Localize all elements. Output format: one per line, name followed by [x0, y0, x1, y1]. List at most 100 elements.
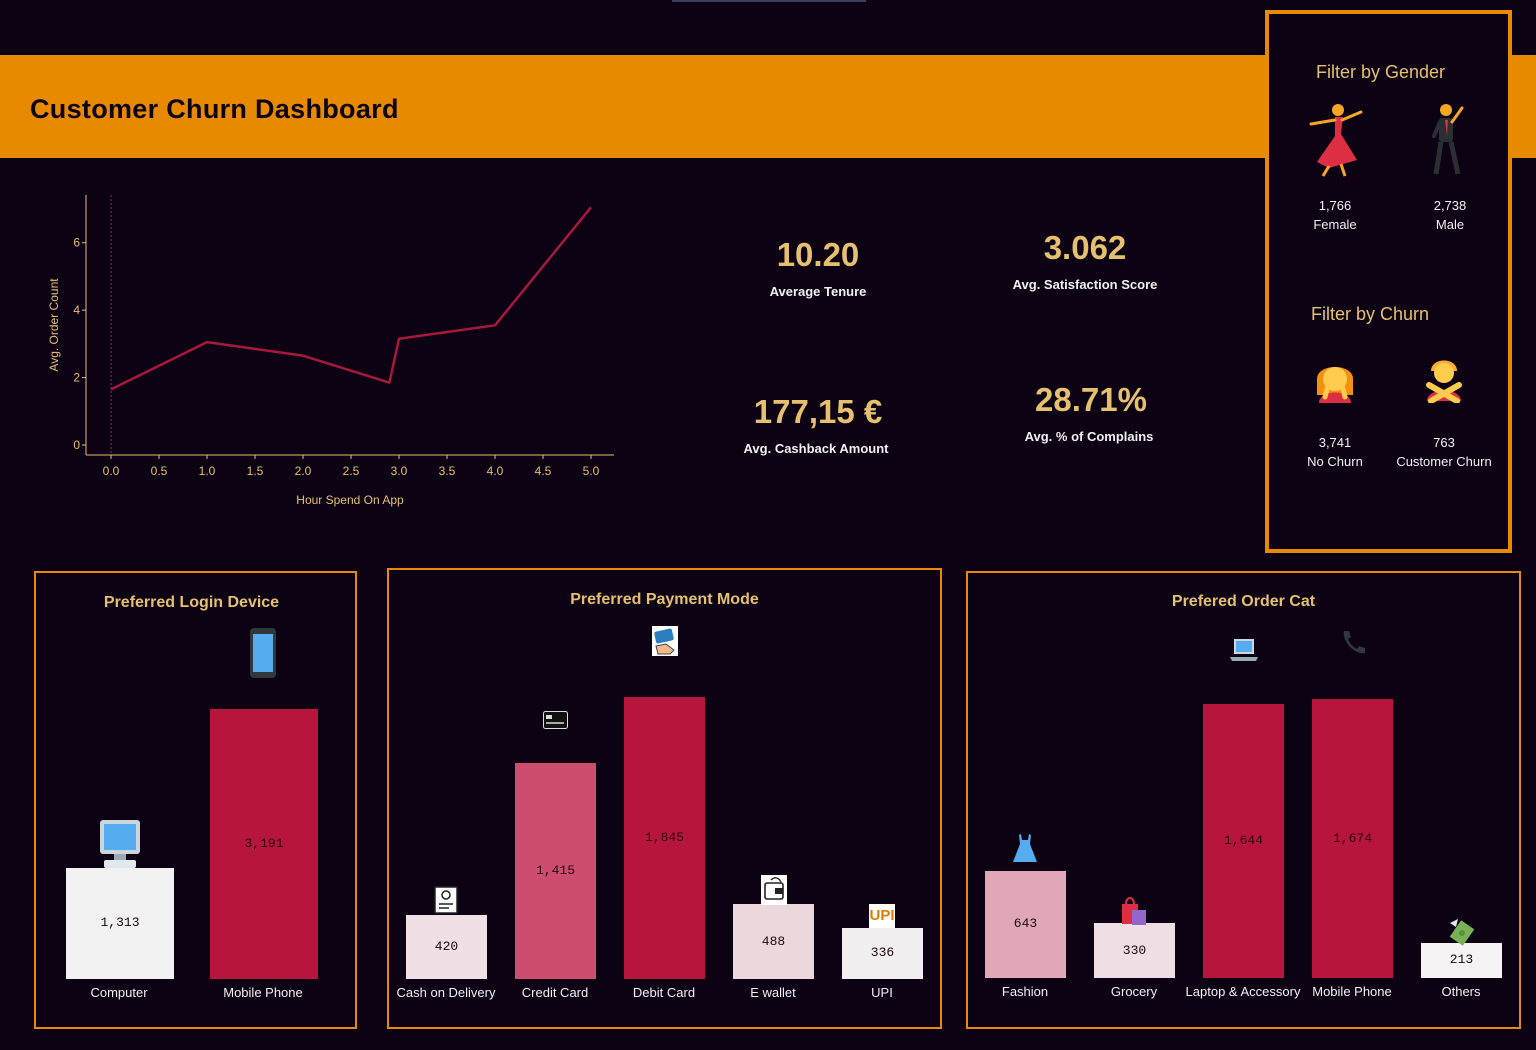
order-cat-panel — [966, 571, 1521, 1029]
payment-category-cash-on-delivery: Cash on Delivery — [396, 985, 496, 1000]
order-cat-bar-mobile-phone[interactable] — [1312, 699, 1393, 978]
payment-value-e-wallet: 488 — [761, 933, 786, 949]
line-chart: 0 2 4 6 0.0 0.5 1.0 1.5 2.0 2.5 3.0 3.5 4.0 4.5 5.0 Hou… — [47, 195, 614, 507]
filter-no-churn-count: 3,741 — [1318, 435, 1352, 450]
order-cat-value-fashion: 643 — [1013, 916, 1038, 932]
filter-gender-title: Filter by Gender — [1316, 62, 1446, 82]
filter-no-churn-button[interactable]: 3,741 No Churn — [1275, 349, 1395, 474]
kpi-complains-value: 28.71% — [1035, 381, 1147, 418]
mobile-phone-icon — [250, 628, 276, 678]
dancing-man-icon — [1432, 104, 1464, 175]
y-tick-label: 0 — [73, 438, 80, 452]
dashboard-title: Customer Churn Dashboard — [30, 94, 399, 124]
x-tick-label: 4.0 — [487, 464, 504, 478]
debit-card-hand-icon — [652, 626, 678, 656]
order-cat-category-laptop-accessory: Laptop & Accessory — [1185, 984, 1301, 999]
filter-customer-churn-label: Customer Churn — [1396, 454, 1492, 469]
payment-bar-debit-card[interactable] — [624, 697, 705, 979]
payment-value-credit-card: 1,415 — [535, 862, 575, 878]
order-cat-category-others: Others — [1441, 984, 1481, 999]
payment-value-debit-card: 1,845 — [644, 830, 684, 845]
payment-category-credit-card: Credit Card — [521, 985, 589, 1000]
cash-receipt-icon — [434, 886, 458, 914]
kpi-satisfaction-label: Avg. Satisfaction Score — [1012, 277, 1158, 292]
payment-value-upi: 336 — [870, 945, 895, 961]
y-tick-label: 4 — [73, 303, 80, 317]
kpi-average-tenure-value: 10.20 — [776, 236, 860, 273]
order-cat-value-mobile-phone: 1,674 — [1332, 830, 1372, 846]
order-cat-value-laptop-accessory: 1,644 — [1223, 833, 1263, 848]
order-cat-category-mobile-phone: Mobile Phone — [1312, 984, 1392, 999]
filter-female-count: 1,766 — [1318, 198, 1352, 213]
dress-icon — [1013, 834, 1037, 862]
login-device-bar-mobile-phone[interactable] — [210, 709, 318, 979]
payment-bar-cash-on-delivery[interactable] — [406, 914, 487, 979]
e-wallet-icon — [761, 875, 787, 905]
x-tick-label: 0.5 — [151, 464, 168, 478]
x-tick-label: 1.0 — [199, 464, 216, 478]
order-cat-bar-laptop-accessory[interactable] — [1203, 704, 1284, 978]
order-cat-title: Prefered Order Cat — [1171, 593, 1316, 610]
filter-churn-title: Filter by Churn — [1311, 304, 1430, 324]
order-cat-value-others: 213 — [1449, 952, 1474, 968]
payment-category-e-wallet: E wallet — [750, 985, 796, 1000]
laptop-icon — [1230, 639, 1258, 661]
telephone-receiver-icon — [1343, 631, 1365, 654]
y-tick-label: 6 — [73, 236, 80, 250]
order-cat-bar-others[interactable] — [1421, 942, 1502, 978]
filter-no-churn-label: No Churn — [1307, 454, 1363, 469]
login-device-bar-computer[interactable] — [66, 867, 174, 979]
filter-female-label: Female — [1313, 217, 1357, 232]
dancing-woman-icon — [1309, 104, 1363, 177]
login-device-value-computer: 1,313 — [100, 915, 140, 931]
filter-male-label: Male — [1435, 217, 1465, 232]
filter-panel: Filter by Gender 1,766 Female 2,738 Male… — [1265, 10, 1512, 553]
x-tick-label: 0.0 — [103, 464, 120, 478]
payment-mode-panel — [387, 568, 942, 1029]
login-device-value-mobile-phone: 3,191 — [244, 836, 284, 851]
upi-logo-icon: UPI — [869, 904, 895, 928]
face-palm-person-icon — [1317, 367, 1353, 403]
login-device-panel — [34, 571, 357, 1029]
filter-customer-churn-button[interactable]: 763 Customer Churn — [1384, 349, 1504, 474]
x-tick-label: 1.5 — [247, 464, 264, 478]
order-cat-category-fashion: Fashion — [1001, 984, 1049, 999]
x-tick-label: 4.5 — [535, 464, 552, 478]
top-scroll-stub — [672, 0, 866, 2]
payment-bar-upi[interactable] — [842, 927, 923, 979]
shopping-bags-icon — [1122, 897, 1146, 925]
x-tick-label: 3.0 — [391, 464, 408, 478]
x-axis-label: Hour Spend On App — [296, 493, 404, 507]
filter-customer-churn-count: 763 — [1433, 435, 1455, 450]
order-cat-bar-grocery[interactable] — [1094, 923, 1175, 978]
y-axis-label: Avg. Order Count — [47, 278, 61, 372]
credit-card-icon — [543, 711, 568, 729]
x-tick-label: 3.5 — [439, 464, 456, 478]
y-tick-label: 2 — [73, 371, 80, 385]
x-tick-label: 2.0 — [295, 464, 312, 478]
x-tick-label: 2.5 — [343, 464, 360, 478]
kpi-complains-label: Avg. % of Complains — [1024, 429, 1154, 444]
gesturing-no-person-icon — [1426, 360, 1462, 403]
x-tick-label: 5.0 — [583, 464, 600, 478]
order-cat-bar-fashion[interactable] — [985, 870, 1066, 978]
payment-bar-e-wallet[interactable] — [733, 904, 814, 979]
payment-value-cash-on-delivery: 420 — [434, 938, 459, 954]
payment-bar-credit-card[interactable] — [515, 762, 596, 979]
order-count-series-line — [110, 206, 592, 391]
payment-category-debit-card: Debit Card — [632, 985, 696, 1000]
filter-female-button[interactable]: 1,766 Female — [1275, 96, 1395, 236]
order-cat-value-grocery: 330 — [1122, 942, 1147, 958]
payment-category-upi: UPI — [871, 985, 893, 1000]
order-cat-category-grocery: Grocery — [1110, 984, 1158, 999]
filter-male-count: 2,738 — [1433, 198, 1467, 213]
login-device-title: Preferred Login Device — [103, 594, 280, 611]
login-device-category-mobile-phone: Mobile Phone — [223, 985, 303, 1000]
payment-mode-title: Preferred Payment Mode — [570, 591, 759, 608]
filter-male-button[interactable]: 2,738 Male — [1390, 96, 1510, 236]
login-device-category-computer: Computer — [90, 985, 148, 1000]
money-with-wings-icon — [1449, 919, 1475, 946]
kpi-satisfaction-value: 3.062 — [1043, 229, 1127, 266]
desktop-computer-icon — [100, 820, 140, 868]
kpi-cashback-label: Avg. Cashback Amount — [743, 441, 889, 456]
